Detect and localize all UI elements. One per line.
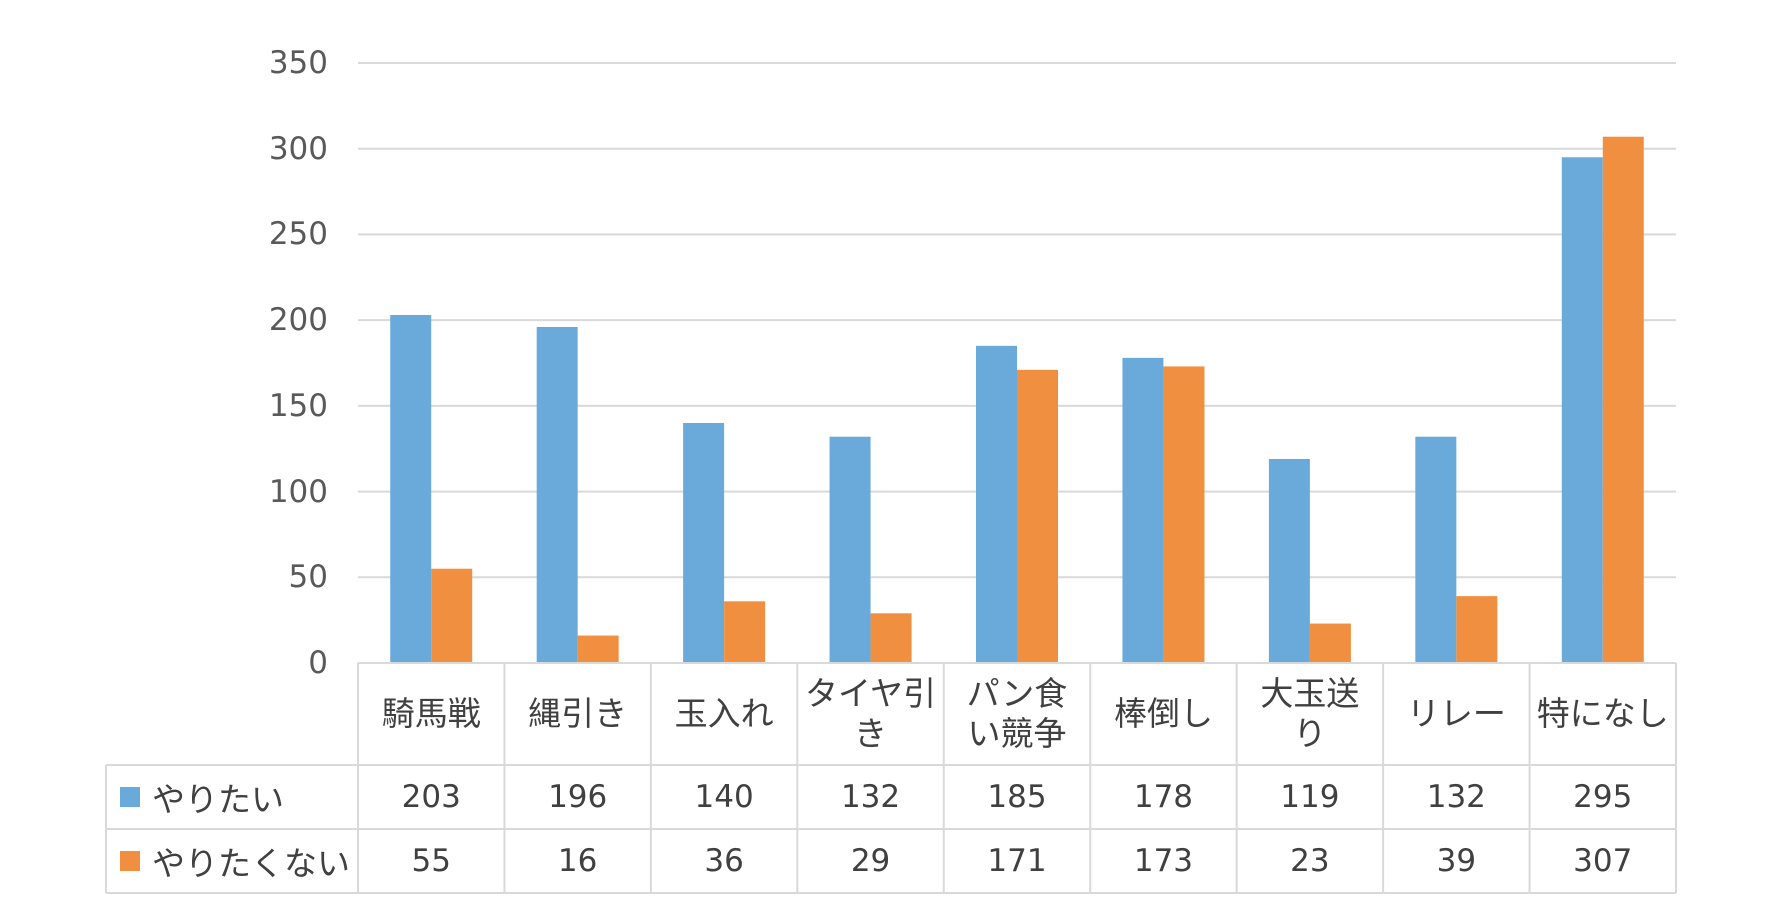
data-table-value: 55: [411, 843, 451, 879]
data-table-value: 307: [1573, 843, 1633, 879]
category-label-line: り: [1293, 714, 1327, 753]
category-label-line: 騎馬戦: [381, 694, 481, 733]
data-table-value: 295: [1573, 779, 1633, 815]
y-tick-label: 100: [268, 473, 328, 510]
data-table-value: 132: [840, 779, 901, 815]
data-table-value: 29: [850, 843, 891, 879]
legend-entry: やりたくない: [120, 829, 350, 893]
data-table-value: 173: [1133, 843, 1194, 879]
bar-yaritai: [1122, 357, 1164, 663]
data-table-value: 178: [1133, 779, 1194, 815]
category-label-line: き: [854, 714, 888, 753]
category-label: 特になし: [1530, 663, 1676, 765]
y-tick-label: 300: [268, 130, 328, 167]
bar-yaritakunai: [724, 601, 766, 663]
data-table-value: 132: [1426, 779, 1486, 815]
data-table-value: 36: [704, 843, 744, 879]
category-label: 玉入れ: [651, 663, 797, 765]
bar-yaritai: [683, 423, 725, 663]
bar-yaritakunai: [431, 568, 473, 663]
data-table-value: 23: [1290, 843, 1330, 879]
category-label-line: リレー: [1406, 694, 1506, 733]
category-label-line: 玉入れ: [674, 694, 774, 733]
data-table-value: 203: [401, 779, 461, 815]
bar-yaritai: [390, 315, 432, 663]
category-label-line: 大玉送: [1260, 674, 1360, 713]
bar-yaritai: [536, 327, 578, 663]
data-table-value: 119: [1280, 779, 1340, 815]
legend-label: やりたくない: [152, 844, 350, 883]
category-label: 大玉送り: [1237, 663, 1383, 765]
category-label-line: 縄引き: [528, 694, 628, 733]
data-table-value: 140: [694, 779, 754, 815]
y-tick-label: 0: [308, 645, 328, 681]
category-label: 棒倒し: [1090, 663, 1236, 765]
y-tick-label: 50: [288, 559, 328, 596]
bar-yaritakunai: [1456, 596, 1498, 663]
bar-yaritai: [829, 436, 871, 663]
bar-yaritai: [976, 345, 1017, 663]
category-label: タイヤ引き: [797, 663, 943, 765]
legend-swatch: [120, 851, 140, 871]
category-label-line: 特になし: [1536, 694, 1669, 733]
category-label: リレー: [1383, 663, 1529, 765]
y-tick-label: 250: [268, 216, 328, 253]
data-table-value: 16: [557, 843, 598, 879]
bar-yaritakunai: [1309, 623, 1351, 663]
category-label: パン食 い競争: [944, 663, 1090, 765]
category-label-line: 棒倒し: [1113, 694, 1213, 733]
category-label-line: い競争: [967, 714, 1067, 753]
category-label-line: タイヤ引: [805, 674, 937, 713]
bar-yaritai: [1561, 157, 1603, 664]
category-label: 騎馬戦: [358, 663, 504, 765]
legend-swatch: [120, 787, 140, 807]
legend-entry: やりたい: [120, 765, 284, 829]
bar-yaritai: [1268, 459, 1310, 663]
bar-yaritakunai: [870, 613, 912, 663]
category-label: 縄引き: [504, 663, 650, 765]
y-tick-label: 150: [268, 387, 328, 424]
data-table-value: 185: [987, 779, 1047, 815]
bar-yaritakunai: [1017, 369, 1058, 663]
legend-label: やりたい: [152, 780, 284, 819]
bar-yaritakunai: [1602, 136, 1644, 663]
y-tick-label: 200: [268, 302, 328, 339]
data-table-value: 196: [548, 779, 608, 815]
data-table-value: 39: [1436, 843, 1477, 879]
bar-yaritai: [1415, 436, 1457, 663]
bar-yaritakunai: [1163, 366, 1205, 663]
y-tick-label: 350: [268, 45, 328, 81]
data-table-value: 171: [987, 843, 1047, 879]
bar-yaritakunai: [577, 635, 619, 663]
category-label-line: パン食: [966, 674, 1068, 713]
